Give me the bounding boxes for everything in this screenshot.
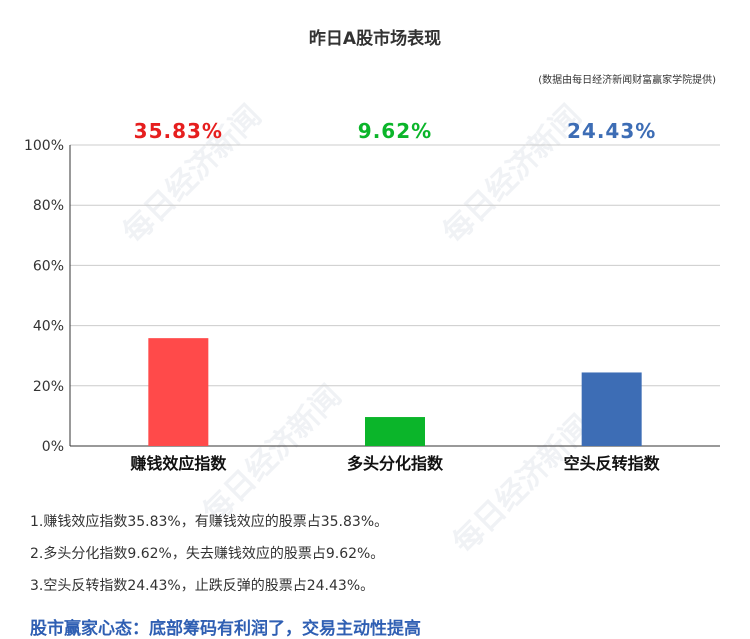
y-tick-label: 80% xyxy=(33,198,64,214)
bar xyxy=(365,417,425,446)
headline: 股市赢家心态：底部筹码有利润了，交易主动性提高 xyxy=(30,619,421,639)
x-tick-label: 多头分化指数 xyxy=(347,454,444,473)
data-label: 9.62% xyxy=(358,119,432,143)
notes-list: 1.赚钱效应指数35.83%，有赚钱效应的股票占35.83%。 2.多头分化指数… xyxy=(30,512,388,608)
x-tick-label: 空头反转指数 xyxy=(564,454,661,473)
y-tick-label: 60% xyxy=(33,258,64,274)
bar xyxy=(581,372,642,446)
y-tick-label: 40% xyxy=(33,319,64,335)
data-label: 24.43% xyxy=(567,119,656,143)
note-item: 3.空头反转指数24.43%，止跌反弹的股票占24.43%。 xyxy=(30,578,375,594)
y-tick-label: 0% xyxy=(42,439,64,455)
x-tick-label: 赚钱效应指数 xyxy=(129,454,227,473)
note-item: 2.多头分化指数9.62%，失去赚钱效应的股票占9.62%。 xyxy=(30,546,385,562)
chart-title: 昨日A股市场表现 xyxy=(308,29,442,49)
bar xyxy=(148,338,209,446)
y-tick-label: 20% xyxy=(33,379,64,395)
source-note: (数据由每日经济新闻财富赢家学院提供) xyxy=(538,75,716,86)
note-item: 1.赚钱效应指数35.83%，有赚钱效应的股票占35.83%。 xyxy=(30,514,389,530)
data-label: 35.83% xyxy=(134,119,223,143)
y-tick-label: 100% xyxy=(24,138,64,154)
bar-chart: 0% 20% 40% 60% 80% 100% 35.83% 赚钱效应指数 9.62% 多头分化指… xyxy=(24,119,720,473)
